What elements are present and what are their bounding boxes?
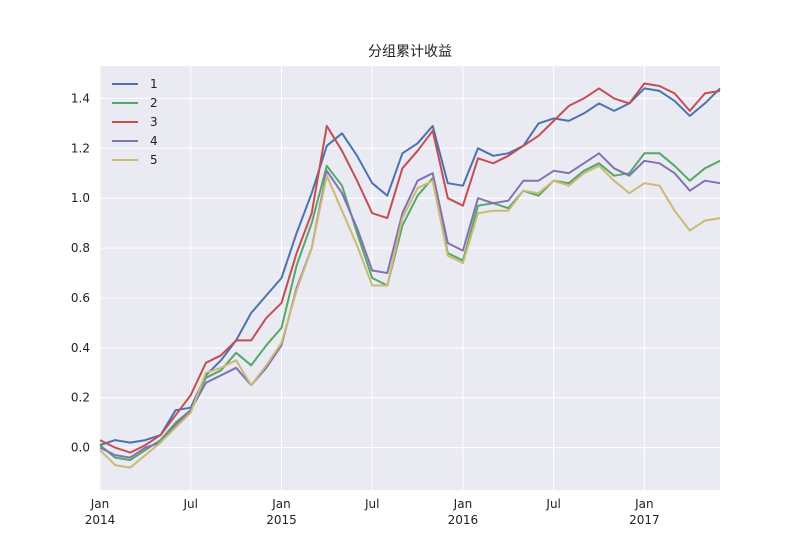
legend-label-3: 3 [150,115,158,129]
legend-label-1: 1 [150,77,158,91]
x-tick-year-label: 2016 [448,513,479,527]
x-tick-label: Jul [545,497,560,511]
plot-area [100,66,720,490]
x-tick-year-label: 2014 [85,513,116,527]
y-axis: 0.0 0.2 0.4 0.6 0.8 1.0 1.2 1.4 [71,91,90,454]
series-lines [99,82,721,469]
chart-title: 分组累计收益 [368,44,452,60]
y-tick-label: 1.2 [71,141,90,155]
x-tick-label: Jan [90,497,110,511]
x-tick-label: Jul [182,497,197,511]
x-tick-year-label: 2015 [266,513,297,527]
y-tick-label: 0.2 [71,391,90,405]
series-line-2 [99,152,721,462]
legend: 1 2 3 4 5 [112,77,158,167]
series-line-4 [99,152,721,459]
series-line-3 [99,82,721,454]
y-tick-label: 0.0 [71,441,90,455]
series-line-5 [99,164,721,469]
y-tick-label: 1.0 [71,191,90,205]
x-axis: Jan 2014 Jul Jan 2015 Jul Jan 2016 Jul Jan 2017 [85,497,660,527]
y-tick-label: 0.6 [71,291,90,305]
x-tick-label: Jan [271,497,291,511]
legend-label-5: 5 [150,153,158,167]
x-tick-label: Jul [364,497,379,511]
x-tick-label: Jan [453,497,473,511]
y-tick-label: 1.4 [71,91,90,105]
x-tick-year-label: 2017 [629,513,660,527]
x-tick-label: Jan [634,497,654,511]
y-tick-label: 0.4 [71,341,90,355]
legend-label-2: 2 [150,96,158,110]
legend-label-4: 4 [150,134,158,148]
y-tick-label: 0.8 [71,241,90,255]
